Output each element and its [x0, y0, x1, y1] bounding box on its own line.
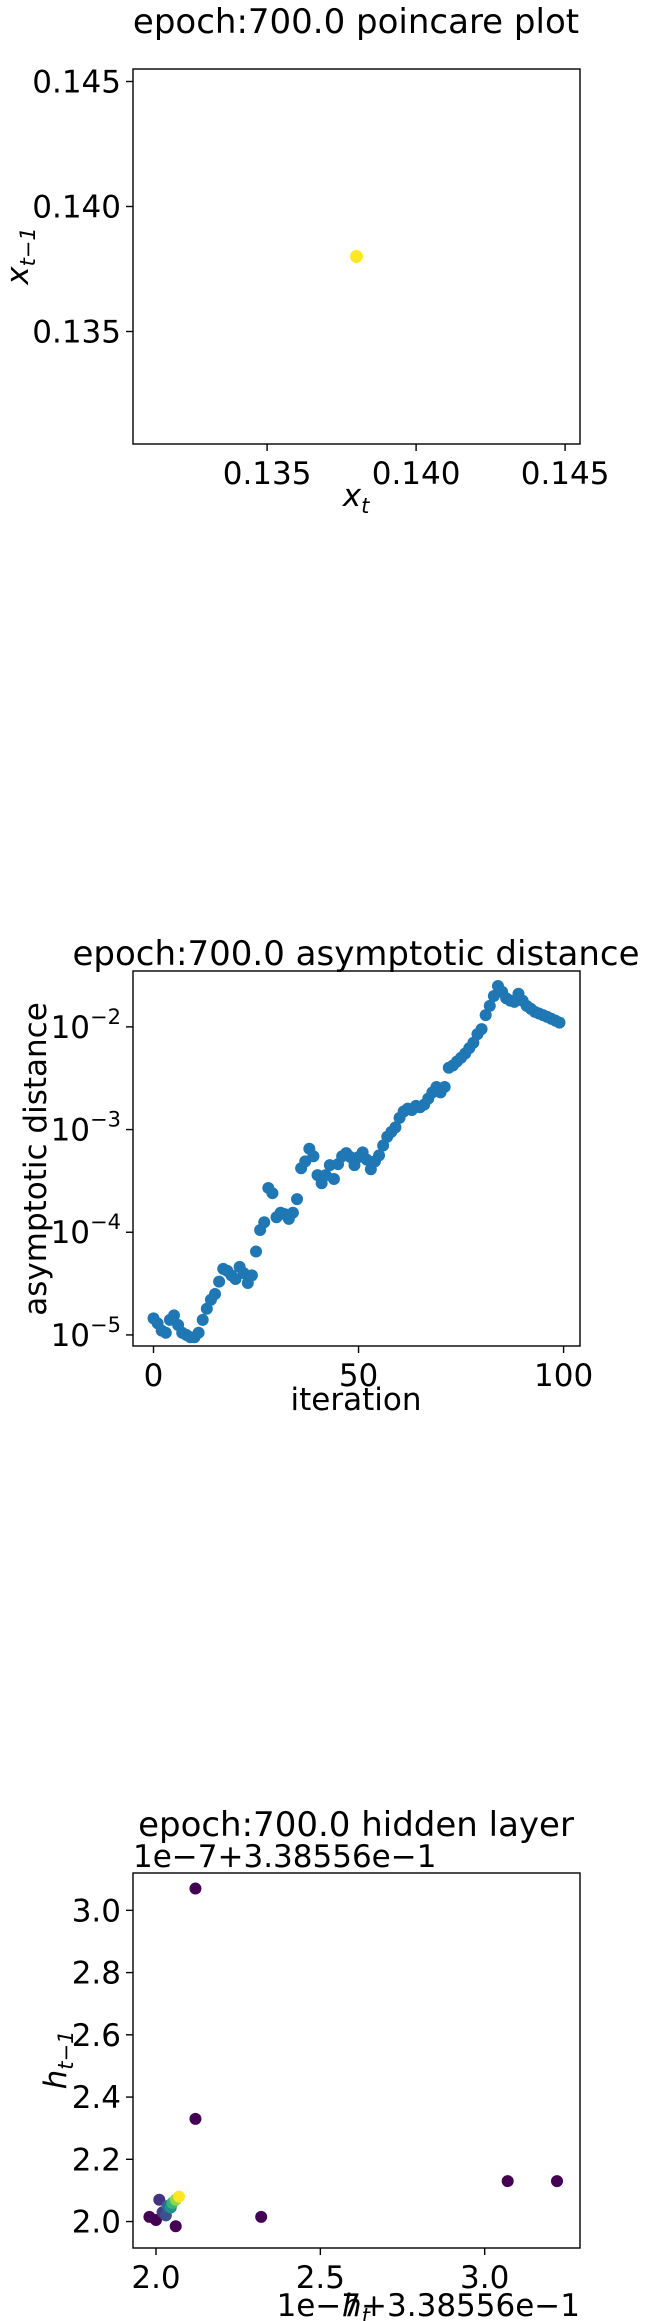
- hidden-title: epoch:700.0 hidden layer: [138, 1805, 574, 1845]
- asymptotic-point: [200, 1302, 213, 1315]
- poincare-y-ticks: 0.135 0.140 0.145: [32, 65, 133, 351]
- hidden-xlabel-base: h: [342, 2288, 362, 2321]
- asymptotic-point: [196, 1313, 209, 1326]
- asymptotic-point: [327, 1172, 340, 1185]
- asymptotic-xtick-label: 100: [534, 1358, 593, 1394]
- hidden-ytick-label: 2.2: [72, 2142, 121, 2178]
- asymptotic-ytick-label: 10−5: [51, 1313, 121, 1354]
- hidden-ylabel-sub: t−1: [54, 2031, 78, 2070]
- asymptotic-panel: epoch:700.0 asymptotic distance 10−5 10−4…: [18, 934, 640, 1418]
- poincare-xlabel-base: x: [342, 478, 362, 514]
- poincare-xtick-label: 0.145: [521, 456, 610, 492]
- asymptotic-y-ticks: 10−5 10−4 10−3 10−2: [51, 1005, 133, 1354]
- poincare-plot-area: [132, 68, 581, 445]
- asymptotic-ylabel: asymptotic distance: [18, 1002, 54, 1316]
- hidden-point: [189, 1882, 202, 1895]
- asymptotic-ytick-label: 10−2: [51, 1005, 121, 1046]
- hidden-point: [501, 2175, 514, 2188]
- poincare-ylabel: xt−1: [0, 227, 40, 286]
- poincare-xtick-label: 0.140: [372, 456, 461, 492]
- asymptotic-point: [250, 1245, 263, 1258]
- poincare-xlabel-sub: t: [361, 494, 370, 518]
- poincare-xtick-label: 0.135: [223, 456, 312, 492]
- asymptotic-point: [373, 1149, 386, 1162]
- asymptotic-xtick-label: 0: [144, 1358, 164, 1394]
- asymptotic-point: [192, 1326, 205, 1339]
- hidden-ytick-label: 2.8: [72, 1956, 121, 1992]
- asymptotic-point: [438, 1080, 451, 1093]
- asymptotic-point: [291, 1193, 304, 1206]
- poincare-ytick-label: 0.145: [32, 65, 121, 101]
- hidden-point: [255, 2210, 268, 2223]
- hidden-xtick-label: 3.0: [460, 2260, 509, 2296]
- asymptotic-point: [553, 1016, 566, 1029]
- hidden-ytick-label: 2.6: [72, 2018, 121, 2054]
- poincare-ylabel-sub: t−1: [16, 227, 40, 266]
- hidden-point: [189, 2112, 202, 2125]
- hidden-point: [173, 2190, 186, 2203]
- asymptotic-point: [245, 1269, 258, 1282]
- hidden-ytick-label: 2.0: [72, 2205, 121, 2241]
- asymptotic-point: [389, 1121, 402, 1134]
- asymptotic-title: epoch:700.0 asymptotic distance: [73, 934, 640, 974]
- asymptotic-x-ticks: 0 50 100: [144, 1346, 593, 1394]
- asymptotic-point: [266, 1187, 279, 1200]
- asymptotic-ytick-label: 10−4: [51, 1210, 121, 1251]
- poincare-ytick-label: 0.135: [32, 315, 121, 351]
- poincare-point: [350, 250, 363, 263]
- hidden-y-offset: 1e−7+3.38556e−1: [133, 1839, 436, 1875]
- hidden-ylabel: ht−1: [38, 2031, 78, 2090]
- asymptotic-point: [475, 1023, 488, 1036]
- asymptotic-point: [168, 1309, 181, 1322]
- hidden-point: [153, 2193, 166, 2206]
- hidden-xtick-label: 2.0: [131, 2260, 180, 2296]
- hidden-xlabel-sub: t: [362, 2304, 371, 2321]
- asymptotic-points: [147, 980, 566, 1344]
- asymptotic-point: [479, 1009, 492, 1022]
- hidden-xlabel: ht: [342, 2288, 371, 2321]
- asymptotic-point: [286, 1206, 299, 1219]
- asymptotic-point: [258, 1216, 271, 1229]
- hidden-ytick-label: 2.4: [72, 2080, 121, 2116]
- hidden-panel: epoch:700.0 hidden layer 1e−7+3.38556e−1…: [38, 1805, 581, 2321]
- hidden-y-ticks: 2.0 2.2 2.4 2.6 2.8 3.0: [72, 1893, 133, 2241]
- poincare-ylabel-base: x: [0, 266, 36, 286]
- hidden-plot-area: [132, 1872, 581, 2249]
- poincare-title: epoch:700.0 poincare plot: [133, 2, 579, 42]
- hidden-x-offset: 1e−7+3.38556e−1: [277, 2288, 580, 2321]
- hidden-ylabel-base: h: [38, 2070, 74, 2090]
- hidden-point: [550, 2175, 563, 2188]
- asymptotic-point: [307, 1150, 320, 1163]
- poincare-ytick-label: 0.140: [32, 190, 121, 226]
- asymptotic-plot-area: [132, 970, 581, 1347]
- poincare-x-ticks: 0.135 0.140 0.145: [223, 444, 610, 492]
- asymptotic-point: [213, 1275, 226, 1288]
- asymptotic-point: [483, 999, 496, 1012]
- hidden-ytick-label: 3.0: [72, 1893, 121, 1929]
- asymptotic-xtick-label: 50: [339, 1358, 378, 1394]
- hidden-x-ticks: 2.0 2.5 3.0: [131, 2248, 509, 2296]
- poincare-points: [350, 250, 363, 263]
- asymptotic-ytick-label: 10−3: [51, 1108, 121, 1149]
- poincare-xlabel: xt: [342, 478, 370, 518]
- poincare-panel: epoch:700.0 poincare plot 0.135 0.140 0.14…: [0, 2, 609, 518]
- hidden-point: [169, 2220, 182, 2233]
- asymptotic-xlabel: iteration: [291, 1382, 422, 1418]
- hidden-xtick-label: 2.5: [296, 2260, 345, 2296]
- hidden-points: [143, 1882, 563, 2233]
- asymptotic-point: [159, 1326, 172, 1339]
- asymptotic-point: [209, 1288, 222, 1301]
